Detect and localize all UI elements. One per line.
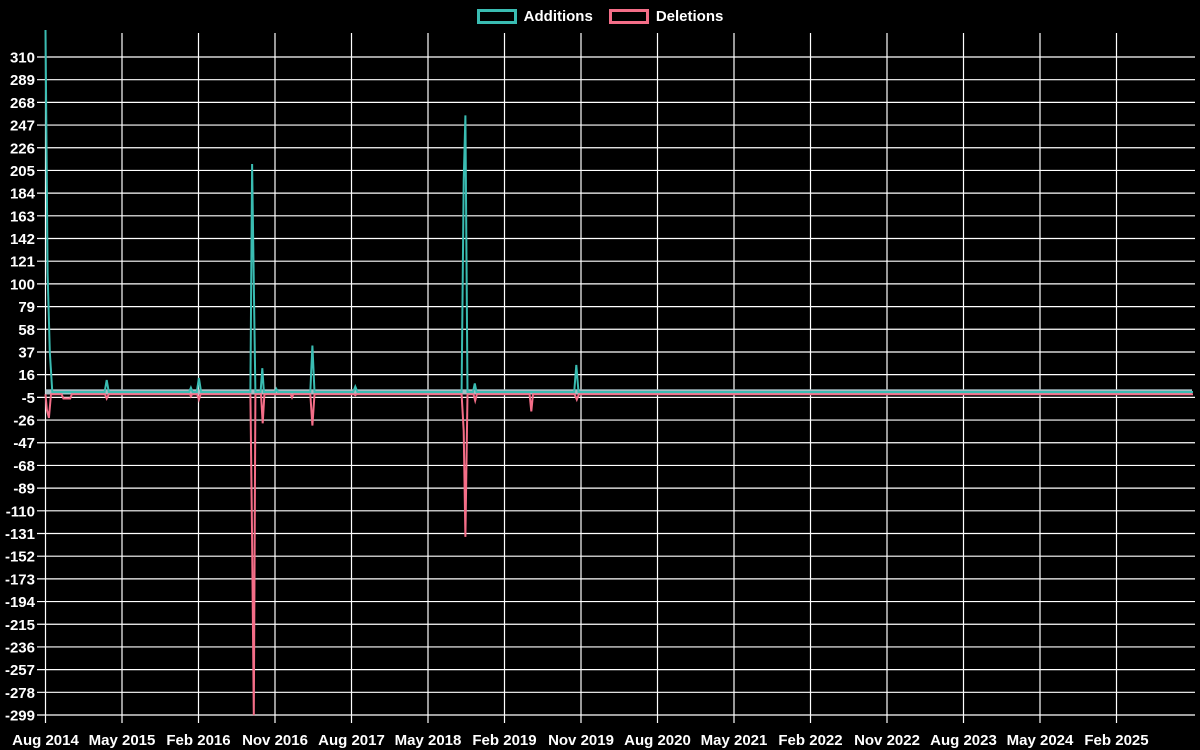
x-tick-label: May 2018 xyxy=(395,732,462,749)
x-tick-label: Nov 2016 xyxy=(242,732,308,749)
y-tick-label: -236 xyxy=(5,639,35,656)
x-tick-label: Feb 2019 xyxy=(472,732,536,749)
x-tick-label: Aug 2023 xyxy=(930,732,997,749)
y-tick-label: 268 xyxy=(10,95,35,112)
deletions-swatch-icon xyxy=(608,9,649,24)
y-tick-label: 79 xyxy=(18,299,35,316)
y-tick-label: -5 xyxy=(22,390,35,407)
x-tick-label: Nov 2019 xyxy=(548,732,614,749)
y-tick-label: 58 xyxy=(18,322,35,339)
y-tick-label: -89 xyxy=(13,481,35,498)
y-tick-label: -257 xyxy=(5,662,35,679)
legend-item-deletions: Deletions xyxy=(608,8,724,25)
x-tick-label: May 2015 xyxy=(89,732,156,749)
chart-legend: Additions Deletions xyxy=(0,9,1200,24)
y-tick-label: 142 xyxy=(10,231,35,248)
y-tick-label: -215 xyxy=(5,617,35,634)
x-tick-label: Feb 2022 xyxy=(778,732,842,749)
x-tick-label: Feb 2025 xyxy=(1084,732,1148,749)
x-tick-label: Feb 2016 xyxy=(166,732,230,749)
y-tick-label: 205 xyxy=(10,163,35,180)
y-tick-label: -152 xyxy=(5,549,35,566)
y-tick-label: 121 xyxy=(10,254,35,271)
y-tick-label: -299 xyxy=(5,708,35,725)
deletions-line xyxy=(44,393,1193,716)
y-tick-label: 226 xyxy=(10,140,35,157)
x-tick-label: May 2024 xyxy=(1007,732,1074,749)
y-tick-label: -26 xyxy=(13,413,35,430)
additions-legend-label: Additions xyxy=(523,8,593,25)
y-tick-label: 16 xyxy=(18,367,35,384)
y-tick-label: -131 xyxy=(5,526,35,543)
additions-swatch-icon xyxy=(476,9,517,24)
x-tick-label: Aug 2014 xyxy=(12,732,79,749)
x-tick-label: May 2021 xyxy=(701,732,768,749)
additions-line xyxy=(44,29,1193,393)
y-tick-label: 163 xyxy=(10,208,35,225)
y-tick-label: 37 xyxy=(18,344,35,361)
x-tick-label: Aug 2020 xyxy=(624,732,691,749)
y-tick-label: -110 xyxy=(6,503,35,520)
y-tick-label: 184 xyxy=(10,186,36,203)
deletions-legend-label: Deletions xyxy=(655,8,724,25)
y-tick-label: -47 xyxy=(13,435,35,452)
y-tick-label: -194 xyxy=(5,594,36,611)
x-tick-label: Nov 2022 xyxy=(854,732,920,749)
y-tick-label: -68 xyxy=(13,458,35,475)
y-tick-label: 100 xyxy=(10,276,35,293)
y-tick-label: -278 xyxy=(5,685,35,702)
y-tick-label: 310 xyxy=(10,50,35,67)
y-tick-label: 289 xyxy=(10,72,35,89)
x-tick-label: Aug 2017 xyxy=(318,732,385,749)
y-tick-label: 247 xyxy=(10,118,35,135)
legend-item-additions: Additions xyxy=(476,8,593,25)
y-tick-label: -173 xyxy=(5,571,35,588)
